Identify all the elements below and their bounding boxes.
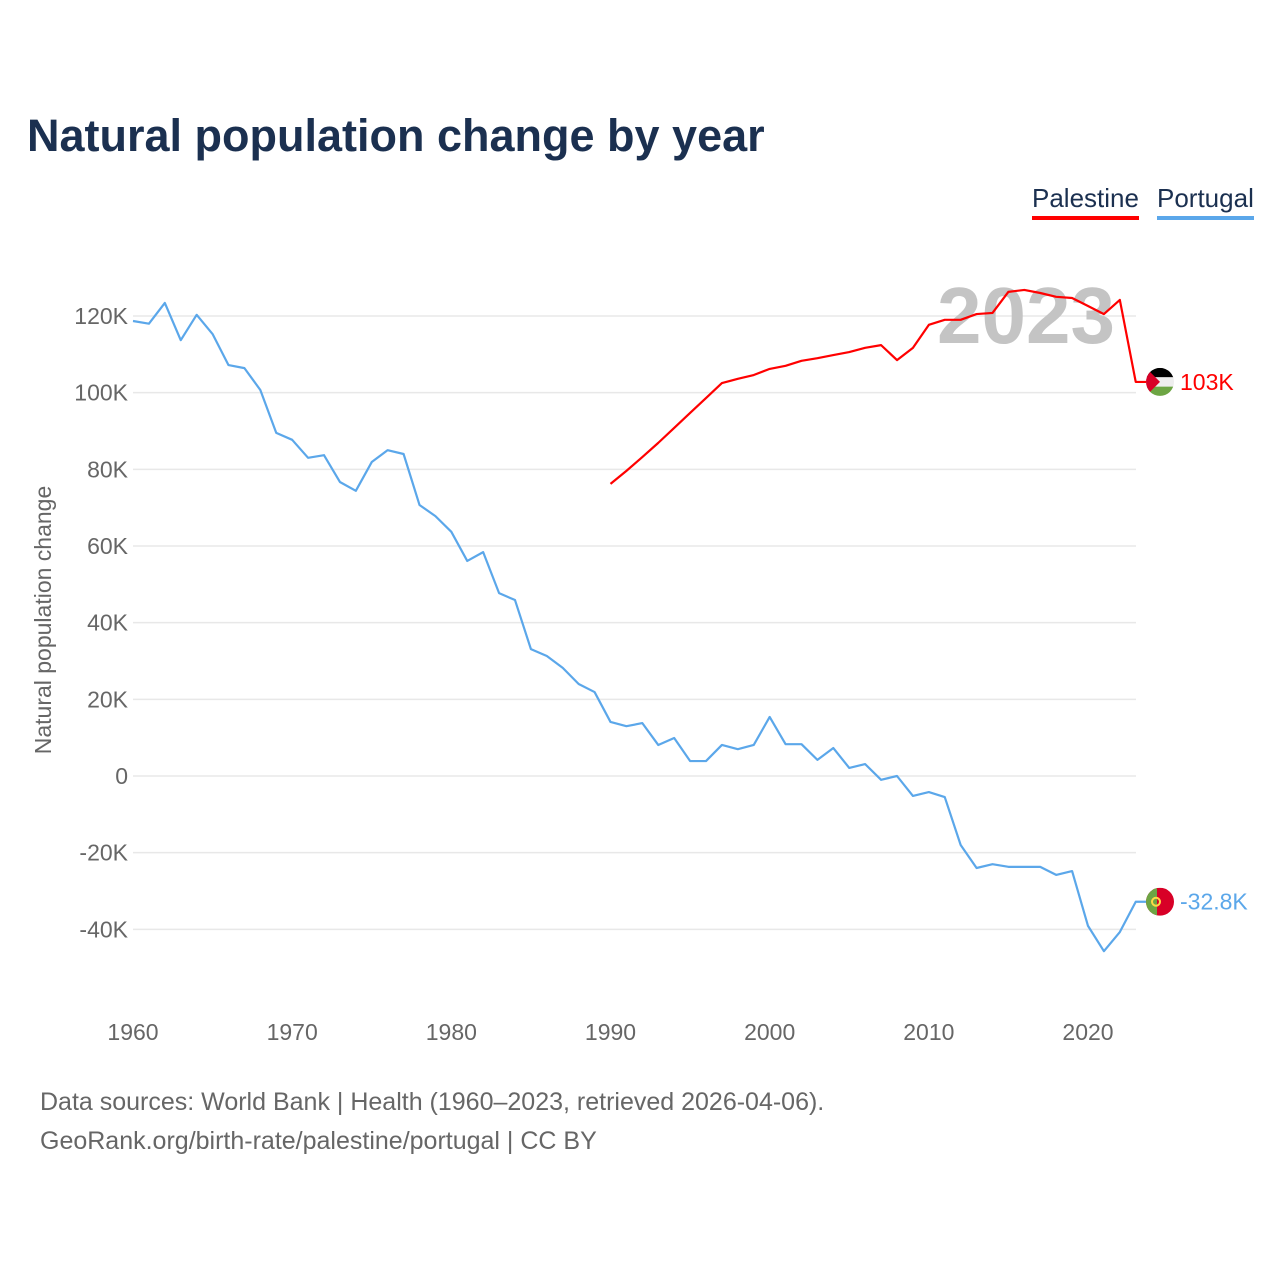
y-axis-label: Natural population change [30,486,56,755]
flag [1146,367,1174,396]
flag-triangle [1146,367,1160,396]
y-tick-label: 120K [74,303,128,329]
x-tick-label: 2010 [903,1019,954,1045]
portugal-flag-icon [1146,887,1174,916]
flag-emblem [1151,896,1161,907]
y-tick-label: 100K [74,380,128,406]
y-tick-label: 0 [115,763,128,789]
x-tick-label: 1990 [585,1019,636,1045]
chart-title: Natural population change by year [27,110,765,161]
data-sources: Data sources: World Bank | Health (1960–… [40,1088,825,1116]
flag-stripe [1146,367,1174,378]
credit-link[interactable]: GeoRank.org/birth-rate/palestine/portuga… [40,1127,597,1155]
year-watermark: 2023 [937,271,1115,360]
series-line-palestine [609,288,1146,485]
flag [1146,887,1174,916]
y-tick-label: 40K [87,610,129,636]
palestine-flag-icon [1146,367,1174,396]
x-tick-label: 1960 [107,1019,158,1045]
legend-item-portugal[interactable]: Portugal [1157,183,1254,220]
y-tick-label: 60K [87,533,129,559]
x-tick-label: 2000 [744,1019,795,1045]
x-tick-label: 1980 [426,1019,477,1045]
flag-stripe [1146,386,1174,396]
x-tick-label: 1970 [267,1019,318,1045]
end-value-label: -32.8K [1180,889,1248,915]
legend-item-palestine[interactable]: Palestine [1032,183,1139,220]
y-tick-label: -20K [79,840,128,866]
y-tick-label: 80K [87,456,129,482]
series-line-portugal [132,301,1146,953]
y-tick-label: 20K [87,686,129,712]
y-tick-label: -40K [79,916,128,942]
end-value-label: 103K [1180,369,1234,395]
flag-stripe [1146,377,1174,387]
x-tick-label: 2020 [1062,1019,1113,1045]
